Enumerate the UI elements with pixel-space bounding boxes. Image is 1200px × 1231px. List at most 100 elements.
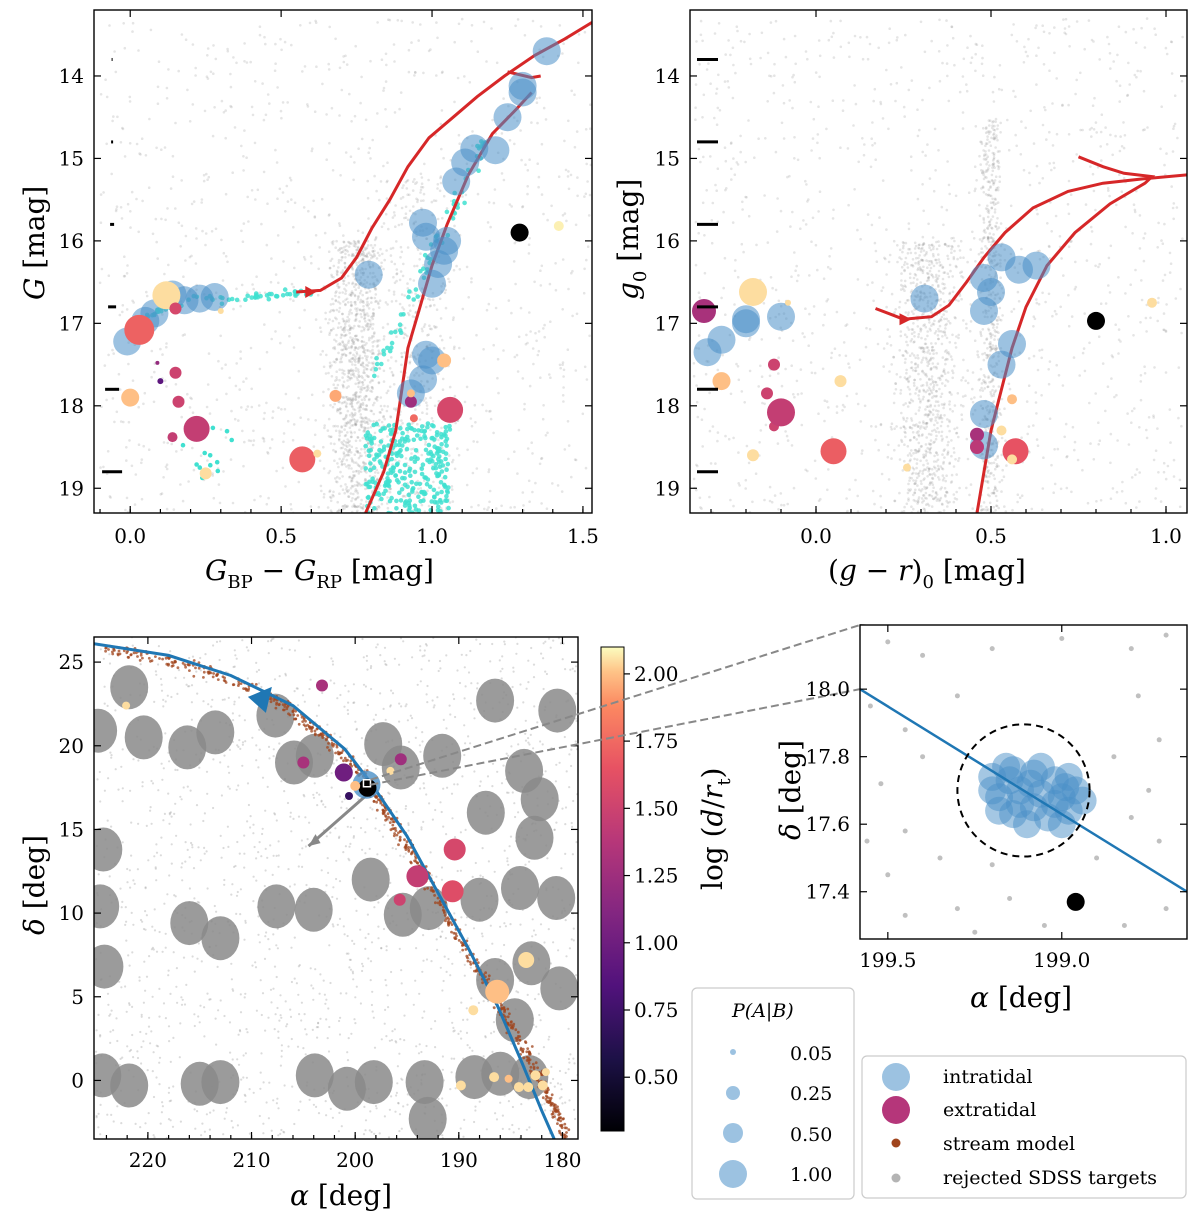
field-star (338, 378, 341, 382)
field-star (898, 248, 902, 252)
field-star (1130, 476, 1134, 479)
field-star (521, 491, 525, 494)
field-star (380, 58, 384, 61)
field-star (373, 243, 377, 247)
field-star (987, 220, 991, 224)
field-star (121, 126, 124, 130)
field-star (770, 500, 774, 504)
field-star (895, 425, 898, 428)
field-star (344, 404, 348, 408)
member-star (387, 348, 393, 354)
field-star (353, 431, 357, 434)
field-star (463, 75, 466, 78)
field-star (930, 39, 933, 43)
field-star (736, 29, 739, 33)
field-star (866, 57, 870, 61)
field-star (561, 214, 565, 217)
field-star (991, 215, 995, 218)
member-star (374, 454, 380, 459)
field-star (540, 456, 544, 460)
field-star (320, 489, 323, 493)
field-star (941, 467, 945, 471)
field-star (1142, 89, 1146, 93)
field-star (402, 308, 406, 311)
field-star (439, 175, 443, 178)
field-star (1120, 490, 1124, 493)
field-star (174, 207, 177, 210)
field-star (936, 415, 940, 419)
field-star (359, 363, 363, 367)
field-star (359, 363, 363, 367)
field-star (928, 448, 932, 452)
field-star (913, 272, 917, 276)
field-star (382, 414, 386, 418)
field-star (935, 383, 939, 387)
field-star (335, 376, 338, 379)
field-star (822, 323, 825, 327)
field-star (1124, 501, 1128, 505)
field-star (928, 447, 931, 451)
field-star (778, 336, 781, 340)
field-star (915, 466, 918, 470)
field-star (800, 423, 804, 427)
field-star (229, 458, 233, 461)
member-star (419, 424, 425, 429)
field-star (917, 372, 920, 376)
field-star (340, 368, 344, 372)
field-star (354, 346, 358, 349)
member-star (414, 433, 420, 438)
field-star (427, 297, 430, 301)
field-star (356, 509, 359, 513)
field-star (890, 363, 893, 366)
extratidal-star (157, 378, 164, 385)
member-star (387, 498, 393, 504)
field-star (908, 425, 912, 429)
field-star (354, 395, 358, 399)
field-star (355, 263, 359, 267)
field-star (374, 471, 377, 474)
field-star (171, 175, 175, 178)
member-star (400, 430, 405, 436)
field-star (793, 80, 797, 84)
field-star (585, 258, 588, 262)
field-star (991, 159, 995, 162)
field-star (399, 270, 403, 273)
field-star (394, 204, 397, 207)
field-star (278, 310, 282, 314)
field-star (435, 74, 438, 77)
field-star (896, 244, 899, 247)
field-star (350, 478, 354, 481)
field-star (423, 510, 427, 513)
field-star (912, 423, 915, 427)
field-star (903, 268, 906, 272)
field-star (587, 214, 591, 217)
field-star (289, 297, 292, 301)
field-star (492, 201, 496, 205)
field-star (893, 499, 896, 503)
field-star (125, 308, 129, 311)
field-star (759, 364, 762, 368)
field-star (368, 319, 372, 322)
field-star (989, 342, 992, 346)
field-star (366, 422, 370, 426)
field-star (328, 490, 331, 494)
field-star (347, 346, 351, 349)
field-star (323, 424, 327, 427)
field-star (917, 262, 920, 266)
field-star (1079, 128, 1082, 132)
field-star (336, 500, 340, 504)
field-star (376, 478, 379, 482)
field-star (543, 335, 546, 339)
field-star (997, 464, 1000, 468)
field-star (985, 126, 988, 129)
field-star (359, 312, 363, 316)
field-star (350, 346, 353, 350)
field-star (916, 363, 920, 367)
field-star (357, 360, 361, 363)
field-star (904, 349, 907, 353)
field-star (302, 255, 306, 259)
field-star (952, 257, 956, 261)
field-star (431, 420, 435, 423)
field-star (367, 314, 370, 318)
field-star (424, 440, 428, 444)
